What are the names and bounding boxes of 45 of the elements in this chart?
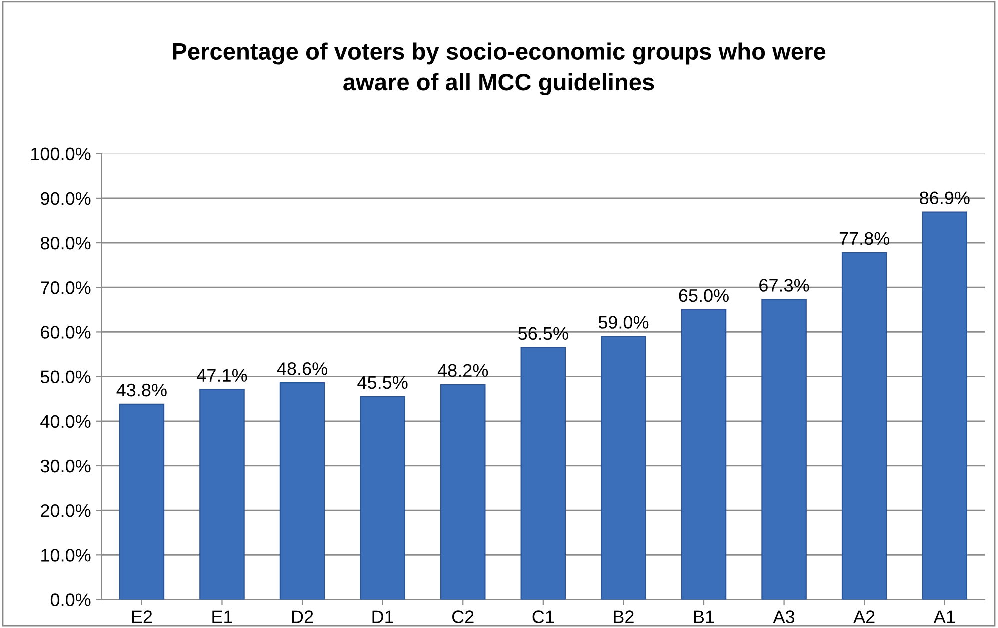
data-label: 45.5%	[358, 376, 408, 390]
data-label: 48.6%	[277, 362, 328, 376]
x-tick-label: A3	[773, 610, 795, 624]
bar	[681, 309, 727, 600]
data-label: 43.8%	[116, 384, 167, 397]
x-tick-label: A2	[854, 610, 875, 624]
x-tick-label: E2	[132, 610, 152, 624]
y-tick-label: 60.0%	[41, 326, 91, 339]
bar	[842, 252, 888, 600]
data-label: 47.1%	[197, 369, 248, 382]
y-tick-label: 90.0%	[41, 192, 91, 206]
y-tick-label: 100.0%	[32, 148, 91, 161]
data-label: 67.3%	[760, 279, 810, 292]
y-tick-label: 40.0%	[40, 415, 91, 428]
bar	[520, 347, 566, 600]
x-tick-label: B2	[614, 610, 634, 624]
data-label: 77.8%	[840, 232, 890, 246]
chart-title: Percentage of voters by socio-economic groups who were aware of all MCC guidelines	[173, 42, 826, 96]
data-label: 59.0%	[598, 316, 649, 329]
bar	[601, 336, 646, 600]
y-tick-label: 70.0%	[41, 282, 91, 294]
data-label: 65.0%	[679, 289, 729, 302]
bar	[922, 212, 968, 600]
x-tick-label: A1	[934, 610, 956, 624]
y-tick-label: 0.0%	[50, 594, 91, 606]
bar	[119, 404, 165, 600]
x-tick-label: C2	[452, 610, 474, 624]
bar	[762, 299, 807, 600]
x-tick-label: E1	[212, 610, 232, 624]
data-label: 56.5%	[518, 327, 568, 340]
y-tick-label: 30.0%	[40, 460, 91, 473]
bar	[280, 382, 326, 600]
x-tick-label: D2	[292, 610, 314, 624]
y-tick-label: 10.0%	[42, 549, 91, 562]
y-tick-label: 20.0%	[41, 504, 91, 518]
y-tick-label: 80.0%	[40, 236, 91, 250]
y-tick-label: 50.0%	[40, 370, 91, 384]
x-tick-label: C1	[532, 610, 554, 624]
bar	[440, 384, 486, 600]
bar	[200, 389, 245, 600]
bar	[360, 396, 406, 600]
x-tick-label: D1	[372, 610, 394, 624]
data-label: 86.9%	[920, 192, 970, 205]
data-label: 48.2%	[438, 364, 488, 378]
x-tick-label: B1	[694, 610, 714, 624]
